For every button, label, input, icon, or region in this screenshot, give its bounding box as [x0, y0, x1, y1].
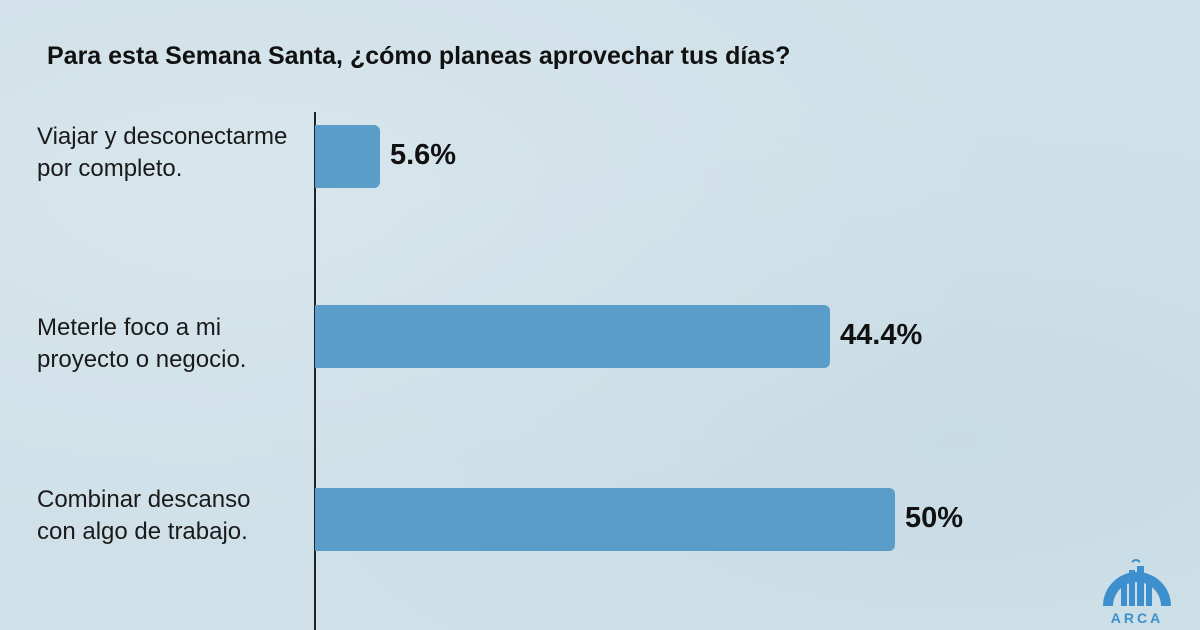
arca-logo-text: ARCA: [1110, 610, 1164, 626]
bar-value-label: 44.4%: [840, 318, 923, 351]
category-label: Viajar y desconectarme por completo.: [37, 123, 288, 183]
category-label: Meterle foco a mi proyecto o negocio.: [37, 314, 247, 374]
chart-title: Para esta Semana Santa, ¿cómo planeas ap…: [47, 42, 791, 70]
bar-value-label: 50%: [905, 501, 964, 534]
category-label: Combinar descanso con algo de trabajo.: [37, 486, 251, 546]
y-axis-line: [314, 112, 316, 630]
arca-logo: ARCA: [1099, 556, 1175, 626]
bar: [315, 488, 895, 551]
bar-value-label: 5.6%: [389, 138, 457, 171]
bar: [315, 305, 831, 368]
bar: [315, 125, 380, 188]
arca-logo-icon: [1103, 559, 1171, 606]
